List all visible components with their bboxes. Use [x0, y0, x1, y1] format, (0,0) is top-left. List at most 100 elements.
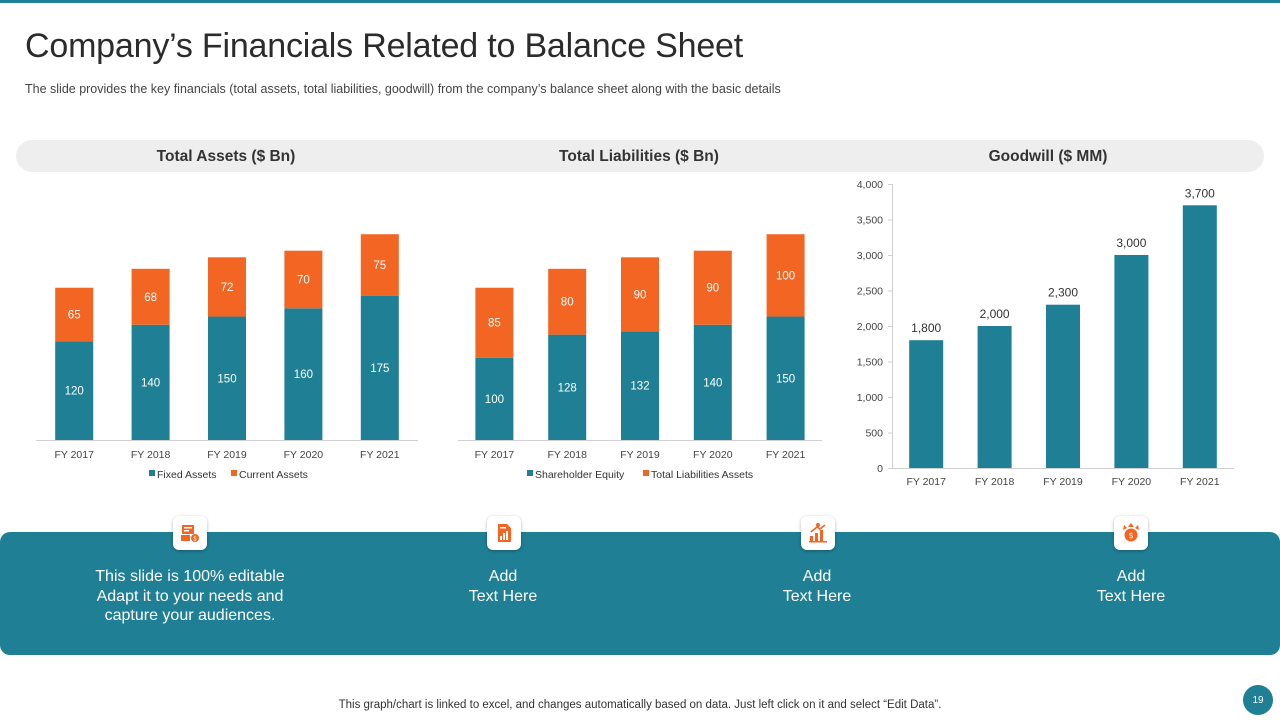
- info-band: [0, 532, 1280, 655]
- chart2-data-label: 132: [630, 381, 649, 393]
- chart2-bar-base-2[interactable]: [548, 334, 587, 440]
- chart1-data-label: 140: [141, 377, 160, 389]
- chart1-bar-top-4[interactable]: [284, 250, 323, 309]
- chart3-data-label: 2,000: [980, 307, 1010, 321]
- growth-chart-icon: [801, 516, 835, 550]
- chart1-legend-label: Fixed Assets: [157, 469, 217, 481]
- chart3-x-tick-label: FY 2018: [975, 476, 1015, 488]
- band-text-3: Add Text Here: [782, 568, 852, 605]
- chart1-data-label: 70: [297, 275, 310, 287]
- chart3-y-tick-label: 4,000: [857, 179, 883, 191]
- footer-note: This graph/chart is linked to excel, and…: [338, 699, 942, 711]
- chart1-bar-base-3[interactable]: [208, 316, 246, 440]
- chart3-y-tick-label: 3,500: [857, 215, 883, 227]
- chart-header-band: [16, 140, 1264, 172]
- top-accent-line: [0, 0, 1280, 3]
- chart-title-total-assets: Total Assets ($ Bn): [156, 148, 296, 165]
- chart3-x-tick-label: FY 2017: [906, 476, 946, 488]
- chart1-data-label: 120: [65, 386, 84, 398]
- chart2-data-label: 100: [485, 394, 504, 406]
- chart2-bar-base-4[interactable]: [693, 324, 732, 440]
- chart1-data-label: 75: [373, 260, 386, 272]
- chart2-data-label: 80: [561, 297, 574, 309]
- chart3-data-label: 3,000: [1116, 236, 1146, 250]
- chart1-legend-swatch[interactable]: [231, 470, 237, 476]
- chart3-bar-1[interactable]: [909, 340, 944, 468]
- chart3-y-tick-label: 1,000: [857, 392, 883, 404]
- chart3-x-tick-label: FY 2021: [1180, 476, 1220, 488]
- chart2-x-tick-label: FY 2018: [547, 449, 587, 461]
- chart1-data-label: 175: [370, 363, 389, 375]
- chart3-y-tick-label: 2,000: [857, 321, 883, 333]
- chart2-data-label: 128: [558, 382, 577, 394]
- chart1-x-tick-label: FY 2019: [207, 449, 247, 461]
- svg-text:$: $: [1128, 531, 1133, 540]
- chart2-bar-base-5[interactable]: [766, 316, 805, 440]
- chart3-data-label: 2,300: [1048, 286, 1078, 300]
- chart2-data-label: 150: [776, 373, 795, 385]
- chart1-data-label: 68: [144, 292, 157, 304]
- chart3-y-tick-label: 1,500: [857, 357, 883, 369]
- chart1-bar-base-4[interactable]: [284, 308, 323, 440]
- chart2-legend-swatch[interactable]: [643, 470, 649, 476]
- chart1-bar-base-5[interactable]: [360, 295, 399, 440]
- chart1-bar-top-5[interactable]: [360, 234, 399, 296]
- chart1-legend-swatch[interactable]: [149, 470, 155, 476]
- page-title: Company’s Financials Related to Balance …: [25, 27, 744, 65]
- band-text-1: This slide is 100% editable Adapt it to …: [95, 568, 285, 624]
- charts-canvas[interactable]: 120 65 FY 2017 140 68 FY 2018 150 72 FY 2019 160 7…: [0, 0, 1280, 520]
- chart2-bar-top-4[interactable]: [693, 250, 732, 325]
- balance-report-icon: $: [173, 516, 207, 550]
- chart3-bar-2[interactable]: [977, 326, 1012, 468]
- chart1-data-label: 150: [217, 373, 236, 385]
- chart1-bar-top-1[interactable]: [55, 287, 94, 342]
- chart3-x-tick-label: FY 2019: [1043, 476, 1083, 488]
- chart-title-goodwill: Goodwill ($ MM): [988, 148, 1108, 165]
- chart2-x-tick-label: FY 2017: [475, 449, 515, 461]
- chart2-x-tick-label: FY 2019: [620, 449, 660, 461]
- chart2-bar-top-1[interactable]: [475, 287, 514, 358]
- chart2-data-label: 140: [703, 377, 722, 389]
- chart3-data-label: 3,700: [1185, 186, 1215, 200]
- chart3-bar-4[interactable]: [1114, 255, 1149, 468]
- chart2-bar-base-3[interactable]: [621, 331, 659, 440]
- chart2-data-label: 90: [634, 289, 647, 301]
- chart3-y-tick-label: 500: [865, 428, 883, 440]
- chart2-data-label: 100: [776, 270, 795, 282]
- chart2-bar-base-1[interactable]: [475, 357, 514, 440]
- chart2-bar-top-5[interactable]: [766, 234, 805, 317]
- chart1-data-label: 72: [221, 282, 234, 294]
- chart2-legend-label: Shareholder Equity: [535, 469, 625, 481]
- chart3-data-label: 1,800: [911, 321, 941, 335]
- chart3-bar-5[interactable]: [1182, 205, 1217, 469]
- chart2-bar-top-3[interactable]: [621, 257, 659, 332]
- document-chart-icon: [487, 516, 521, 550]
- chart2-legend-label: Total Liabilities Assets: [651, 469, 753, 481]
- chart2-data-label: 85: [488, 318, 501, 330]
- chart1-legend-label: Current Assets: [239, 469, 308, 481]
- chart2-bar-top-2[interactable]: [548, 268, 587, 335]
- page-number: 19: [1243, 685, 1273, 715]
- money-growth-icon: $: [1114, 516, 1148, 550]
- chart-title-total-liabilities: Total Liabilities ($ Bn): [559, 148, 719, 165]
- chart1-bar-base-1[interactable]: [55, 341, 94, 440]
- chart2-legend-swatch[interactable]: [527, 470, 533, 476]
- chart1-bar-top-3[interactable]: [208, 257, 246, 317]
- chart3-y-tick-label: 2,500: [857, 286, 883, 298]
- band-text-4: Add Text Here: [1096, 568, 1166, 605]
- chart3-bar-3[interactable]: [1046, 304, 1080, 468]
- chart1-bar-base-2[interactable]: [131, 324, 170, 440]
- chart1-data-label: 65: [68, 309, 81, 321]
- chart1-x-tick-label: FY 2020: [284, 449, 324, 461]
- chart2-x-tick-label: FY 2021: [766, 449, 806, 461]
- chart3-y-tick-label: 0: [877, 463, 883, 475]
- chart3-y-tick-label: 3,000: [857, 250, 883, 262]
- svg-text:$: $: [193, 536, 197, 543]
- band-text-2: Add Text Here: [468, 568, 538, 605]
- chart1-x-tick-label: FY 2021: [360, 449, 400, 461]
- chart1-x-tick-label: FY 2017: [54, 449, 94, 461]
- chart2-x-tick-label: FY 2020: [693, 449, 733, 461]
- chart1-bar-top-2[interactable]: [131, 268, 170, 325]
- chart1-x-tick-label: FY 2018: [131, 449, 171, 461]
- chart2-data-label: 90: [706, 283, 719, 295]
